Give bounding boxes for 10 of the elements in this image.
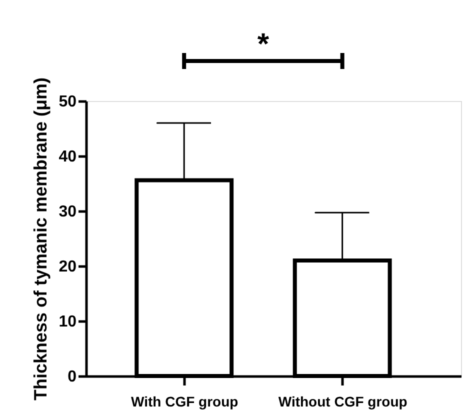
y-tick-label: 40 [58, 148, 77, 166]
text: * [257, 28, 270, 61]
x-tick-label: Without CGF group [278, 394, 408, 410]
y-tick-label: 50 [58, 94, 77, 110]
y-tick-label: 10 [58, 314, 77, 330]
y-tick-label: 20 [58, 258, 77, 276]
x-tick-label: With CGF group [131, 394, 238, 410]
y-tick-label: 30 [58, 204, 77, 220]
y-axis-title: Thickness of tymanic membrane (μm) [30, 77, 51, 401]
y-tick-label: 0 [68, 368, 77, 386]
